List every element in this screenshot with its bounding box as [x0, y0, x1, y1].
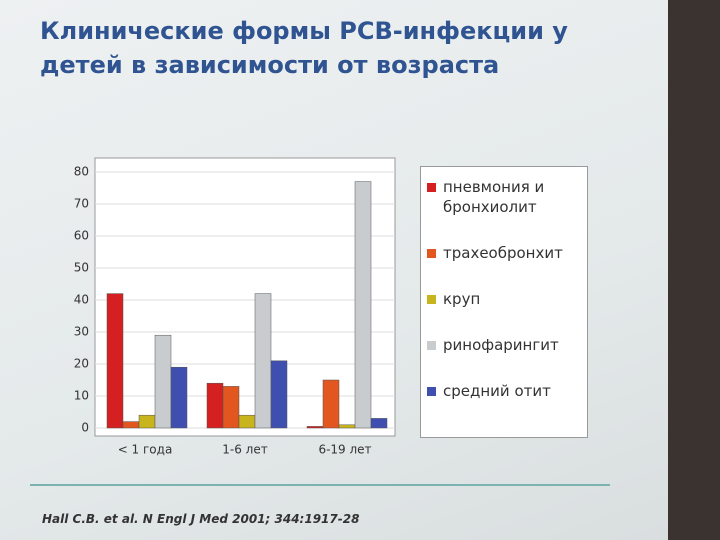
bar	[306, 426, 324, 429]
y-tick-label: 0	[81, 421, 89, 435]
legend-label: средний отит	[443, 382, 551, 400]
footnote: Hall C.B. et al. N Engl J Med 2001; 344:…	[42, 512, 360, 526]
x-tick-label: 6-19 лет	[318, 443, 371, 457]
y-tick-label: 30	[74, 325, 89, 339]
legend-swatch	[427, 249, 436, 258]
bar	[222, 386, 240, 429]
legend-item: ринофарингит	[427, 335, 581, 355]
legend-swatch	[427, 295, 436, 304]
bar	[370, 418, 388, 429]
x-tick-label: 1-6 лет	[222, 443, 267, 457]
bar	[238, 414, 256, 429]
legend-item: пневмония и бронхиолит	[427, 177, 581, 217]
legend-label: пневмония и бронхиолит	[443, 178, 545, 216]
legend-label: ринофарингит	[443, 336, 559, 354]
legend-label: круп	[443, 290, 481, 308]
divider	[30, 484, 610, 486]
x-tick-label: < 1 года	[118, 443, 173, 457]
legend-item: круп	[427, 289, 581, 309]
bar	[270, 360, 288, 429]
bar	[106, 293, 124, 429]
y-tick-label: 70	[74, 197, 89, 211]
y-tick-label: 40	[74, 293, 89, 307]
legend-item: средний отит	[427, 381, 581, 401]
y-tick-label: 50	[74, 261, 89, 275]
slide: Клинические формы РСВ-инфекции у детей в…	[0, 0, 668, 540]
y-tick-label: 10	[74, 389, 89, 403]
plot-area	[94, 157, 396, 437]
bar	[122, 421, 140, 429]
chart: 0 10 20 30 40 50 60 70 80 < 1 года 1-6 лет 6-19 лет	[74, 157, 396, 457]
slide-title: Клинические формы РСВ-инфекции у детей в…	[40, 17, 568, 79]
bar	[254, 293, 272, 429]
legend-swatch	[427, 183, 436, 192]
bar	[322, 379, 340, 429]
y-tick-label: 80	[74, 165, 89, 179]
bar	[354, 181, 372, 429]
bar	[154, 334, 172, 429]
bar	[170, 366, 188, 429]
legend-label: трахеобронхит	[443, 244, 563, 262]
legend-swatch	[427, 387, 436, 396]
bar	[206, 382, 224, 429]
y-tick-label: 60	[74, 229, 89, 243]
legend-item: трахеобронхит	[427, 243, 581, 263]
bar	[138, 414, 156, 429]
legend: пневмония и бронхиолит трахеобронхит круп р…	[420, 166, 588, 438]
y-tick-label: 20	[74, 357, 89, 371]
legend-swatch	[427, 341, 436, 350]
bar	[338, 424, 356, 429]
